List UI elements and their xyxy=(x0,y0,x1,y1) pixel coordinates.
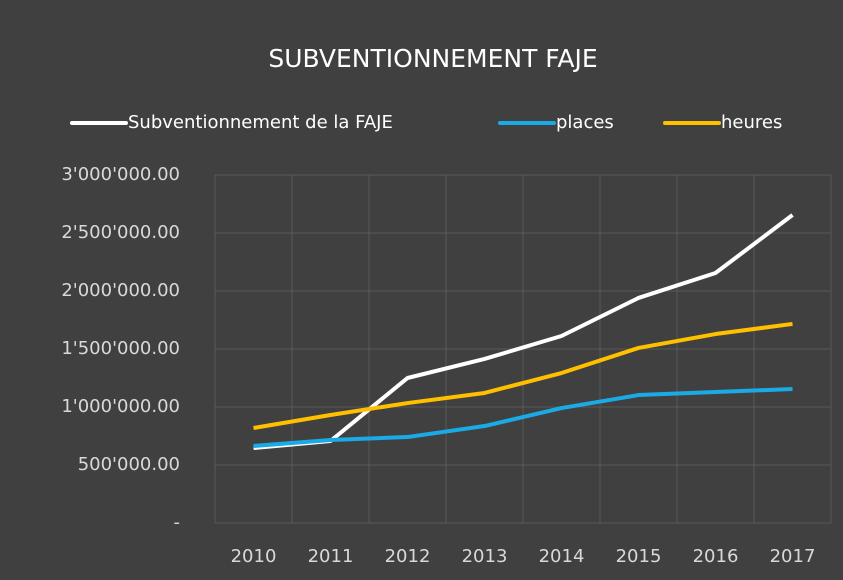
y-tick-label: 1'500'000.00 xyxy=(61,338,180,359)
legend-label: heures xyxy=(721,112,782,133)
y-tick-label: 1'000'000.00 xyxy=(61,396,180,417)
x-tick-label: 2017 xyxy=(770,546,816,567)
y-tick-label: 2'000'000.00 xyxy=(61,280,180,301)
series-line xyxy=(253,213,794,451)
x-tick-label: 2014 xyxy=(539,546,585,567)
x-tick-label: 2015 xyxy=(616,546,662,567)
y-tick-label: 3'000'000.00 xyxy=(61,164,180,185)
x-tick-label: 2010 xyxy=(231,546,277,567)
series-line xyxy=(253,321,793,430)
chart-title: SUBVENTIONNEMENT FAJE xyxy=(268,44,597,73)
x-tick-label: 2013 xyxy=(462,546,508,567)
y-tick-label: 500'000.00 xyxy=(78,454,180,475)
series-line xyxy=(253,387,793,448)
x-tick-label: 2011 xyxy=(308,546,354,567)
legend-label: places xyxy=(556,112,614,133)
y-tick-label: - xyxy=(174,512,181,533)
x-tick-label: 2012 xyxy=(385,546,431,567)
x-tick-label: 2016 xyxy=(693,546,739,567)
legend-label: Subventionnement de la FAJE xyxy=(128,112,393,133)
y-tick-label: 2'500'000.00 xyxy=(61,222,180,243)
